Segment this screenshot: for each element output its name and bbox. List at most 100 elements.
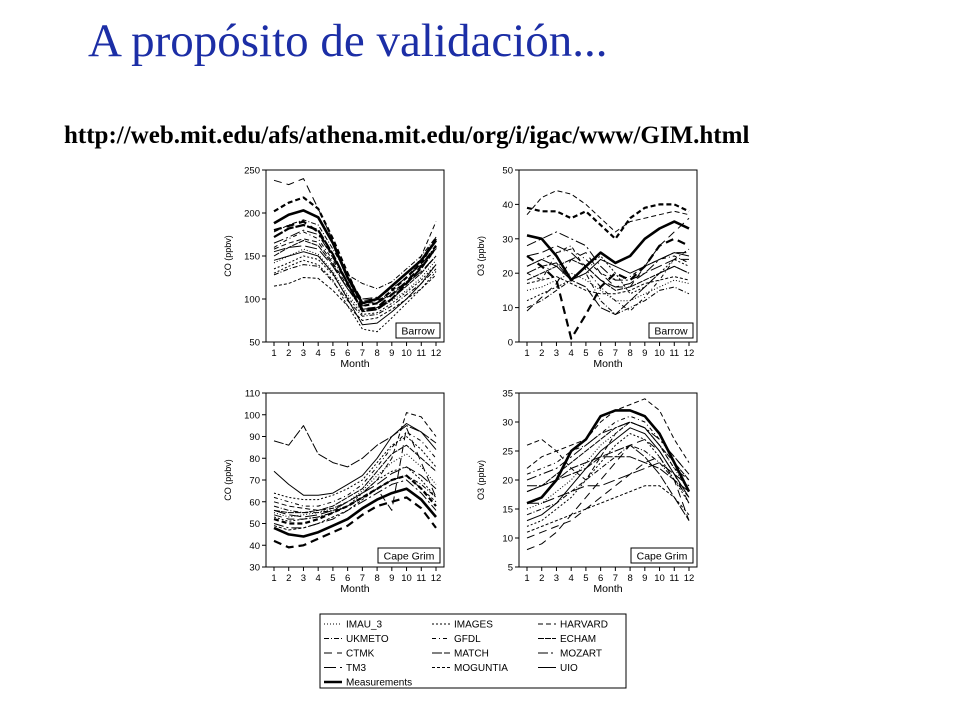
legend-entry: GFDL (454, 634, 481, 645)
series-line (527, 462, 690, 504)
series-line (273, 245, 437, 307)
y-tick-label: 50 (249, 338, 260, 349)
x-tick-label: 11 (416, 573, 426, 584)
y-tick-label: 50 (249, 519, 260, 530)
y-tick-label: 100 (244, 295, 260, 306)
station-label: Cape Grim (384, 551, 435, 563)
y-axis-label: CO (ppbv) (223, 235, 233, 277)
x-tick-label: 6 (598, 348, 603, 359)
legend-entry: MOGUNTIA (454, 663, 508, 674)
x-tick-label: 8 (374, 348, 379, 359)
x-tick-label: 4 (569, 573, 574, 584)
y-tick-label: 20 (502, 269, 513, 280)
series-line (273, 240, 437, 310)
y-tick-label: 80 (249, 454, 260, 465)
series-line (273, 221, 437, 304)
series-line (273, 444, 437, 514)
legend: IMAU_3 IMAGES HARVARD UKMETO GFDL ECHAM CTMK MA… (319, 613, 627, 689)
station-label: Cape Grim (637, 551, 688, 563)
x-tick-label: 4 (316, 348, 321, 359)
series-line (273, 229, 437, 300)
x-tick-label: 8 (374, 573, 379, 584)
y-tick-label: 10 (502, 534, 513, 545)
x-tick-label: 7 (360, 348, 365, 359)
series-line (273, 219, 437, 290)
x-tick-label: 7 (613, 573, 618, 584)
y-tick-label: 25 (502, 447, 513, 458)
x-tick-label: 12 (684, 348, 695, 359)
legend-entry: UKMETO (346, 634, 389, 645)
series-line (526, 421, 690, 493)
series-line (526, 421, 690, 510)
x-tick-label: 11 (669, 348, 679, 359)
x-axis-label: Month (340, 583, 369, 595)
series-line (273, 475, 437, 531)
station-label: Barrow (401, 326, 435, 338)
y-tick-label: 70 (249, 476, 260, 487)
series-line (526, 272, 690, 315)
x-tick-label: 10 (654, 573, 665, 584)
series-line (273, 255, 437, 315)
x-tick-label: 1 (524, 348, 529, 359)
x-tick-label: 9 (642, 573, 647, 584)
legend-box (319, 613, 627, 689)
series-line (526, 248, 690, 281)
legend-entry: UIO (560, 663, 578, 674)
x-tick-label: 3 (301, 348, 306, 359)
y-tick-label: 40 (502, 200, 513, 211)
series-line (526, 245, 690, 312)
x-tick-label: 5 (583, 348, 588, 359)
source-url[interactable]: http://web.mit.edu/afs/athena.mit.edu/or… (64, 122, 750, 149)
y-tick-label: 110 (245, 389, 260, 400)
x-tick-label: 6 (345, 348, 350, 359)
series-line (526, 220, 690, 282)
series-line (526, 203, 690, 240)
series-line (526, 398, 690, 469)
x-tick-label: 4 (316, 573, 321, 584)
series-line (273, 196, 437, 307)
x-tick-label: 11 (669, 573, 679, 584)
series-line (526, 262, 690, 315)
series-line (526, 190, 690, 233)
series-line (273, 423, 437, 496)
x-tick-label: 9 (389, 348, 394, 359)
x-tick-label: 8 (627, 348, 632, 359)
x-tick-label: 9 (642, 348, 647, 359)
series-line (526, 485, 690, 533)
page-title: A propósito de validación... (88, 15, 608, 67)
x-tick-label: 1 (271, 348, 276, 359)
y-tick-label: 15 (502, 505, 513, 516)
series-line (527, 444, 690, 521)
series-line (526, 409, 691, 505)
x-tick-label: 10 (401, 348, 412, 359)
x-tick-label: 6 (345, 573, 350, 584)
x-tick-label: 5 (330, 348, 335, 359)
y-axis-label: O3 (ppbv) (476, 460, 486, 500)
y-tick-label: 150 (244, 252, 260, 263)
y-axis-label: CO (ppbv) (223, 459, 233, 501)
x-tick-label: 2 (539, 348, 544, 359)
series-line (273, 466, 437, 518)
x-tick-label: 12 (684, 573, 695, 584)
x-tick-label: 1 (524, 573, 529, 584)
x-tick-label: 3 (301, 573, 306, 584)
x-tick-label: 2 (539, 573, 544, 584)
x-tick-label: 5 (583, 573, 588, 584)
series-line (526, 421, 690, 481)
y-tick-label: 250 (244, 166, 260, 177)
series-line (273, 487, 437, 538)
y-tick-label: 30 (502, 418, 513, 429)
y-tick-label: 60 (249, 497, 260, 508)
x-tick-label: 7 (360, 573, 365, 584)
y-tick-label: 5 (508, 563, 513, 574)
y-tick-label: 100 (244, 410, 260, 421)
x-tick-label: 7 (613, 348, 618, 359)
series-line (526, 217, 690, 312)
series-line (526, 245, 689, 288)
x-tick-label: 8 (627, 573, 632, 584)
series-line (273, 436, 437, 501)
series-line (526, 272, 690, 302)
y-tick-label: 30 (502, 234, 513, 245)
